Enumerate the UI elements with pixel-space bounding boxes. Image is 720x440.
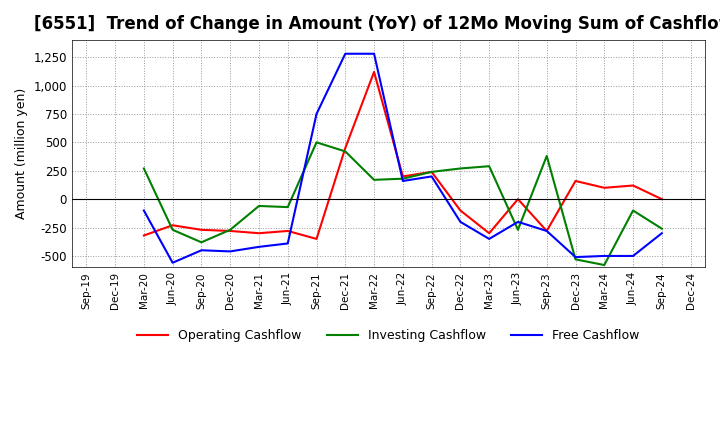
Operating Cashflow (427, 169, 436, 175)
Investing Cashflow (341, 149, 350, 154)
Free Cashflow (571, 254, 580, 260)
Line: Free Cashflow: Free Cashflow (144, 54, 662, 263)
Free Cashflow (600, 253, 608, 259)
Operating Cashflow (456, 208, 464, 213)
Operating Cashflow (600, 185, 608, 191)
Investing Cashflow (427, 169, 436, 175)
Free Cashflow (284, 241, 292, 246)
Investing Cashflow (542, 154, 551, 159)
Operating Cashflow (168, 223, 177, 228)
Free Cashflow (255, 244, 264, 249)
Free Cashflow (312, 111, 321, 117)
Free Cashflow (399, 178, 408, 183)
Operating Cashflow (485, 231, 493, 236)
Free Cashflow (629, 253, 637, 259)
Operating Cashflow (341, 145, 350, 150)
Operating Cashflow (513, 197, 522, 202)
Investing Cashflow (312, 140, 321, 145)
Free Cashflow (168, 260, 177, 265)
Operating Cashflow (312, 236, 321, 242)
Legend: Operating Cashflow, Investing Cashflow, Free Cashflow: Operating Cashflow, Investing Cashflow, … (132, 324, 645, 348)
Investing Cashflow (140, 166, 148, 171)
Investing Cashflow (571, 257, 580, 262)
Investing Cashflow (255, 203, 264, 209)
Free Cashflow (456, 219, 464, 224)
Investing Cashflow (226, 227, 235, 232)
Investing Cashflow (600, 262, 608, 268)
Free Cashflow (341, 51, 350, 56)
Free Cashflow (140, 208, 148, 213)
Operating Cashflow (255, 231, 264, 236)
Operating Cashflow (226, 228, 235, 234)
Line: Operating Cashflow: Operating Cashflow (144, 72, 662, 239)
Free Cashflow (513, 219, 522, 224)
Investing Cashflow (168, 227, 177, 232)
Investing Cashflow (629, 208, 637, 213)
Investing Cashflow (197, 240, 206, 245)
Operating Cashflow (140, 233, 148, 238)
Operating Cashflow (542, 228, 551, 234)
Investing Cashflow (657, 226, 666, 231)
Free Cashflow (370, 51, 379, 56)
Operating Cashflow (370, 69, 379, 74)
Operating Cashflow (399, 174, 408, 179)
Free Cashflow (197, 248, 206, 253)
Operating Cashflow (629, 183, 637, 188)
Investing Cashflow (456, 166, 464, 171)
Title: [6551]  Trend of Change in Amount (YoY) of 12Mo Moving Sum of Cashflows: [6551] Trend of Change in Amount (YoY) o… (34, 15, 720, 33)
Free Cashflow (485, 236, 493, 242)
Free Cashflow (657, 231, 666, 236)
Investing Cashflow (370, 177, 379, 183)
Investing Cashflow (485, 164, 493, 169)
Line: Investing Cashflow: Investing Cashflow (144, 143, 662, 265)
Operating Cashflow (197, 227, 206, 232)
Investing Cashflow (399, 176, 408, 181)
Free Cashflow (226, 249, 235, 254)
Y-axis label: Amount (million yen): Amount (million yen) (15, 88, 28, 219)
Operating Cashflow (657, 197, 666, 202)
Investing Cashflow (284, 205, 292, 210)
Operating Cashflow (284, 228, 292, 234)
Investing Cashflow (513, 227, 522, 232)
Operating Cashflow (571, 178, 580, 183)
Free Cashflow (542, 228, 551, 234)
Free Cashflow (427, 174, 436, 179)
